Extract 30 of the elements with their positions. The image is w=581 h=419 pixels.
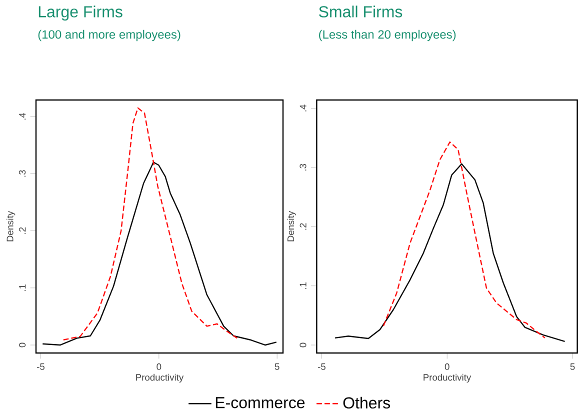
line-series: [42, 162, 277, 346]
line-series: [62, 107, 238, 340]
chart-subtitle: (Less than 20 employees): [319, 30, 456, 42]
x-tick-label: -5: [37, 363, 44, 370]
x-tick-label: 0: [156, 363, 162, 370]
legend-label: E-commerce: [216, 397, 305, 408]
x-tick-label: 5: [570, 363, 575, 370]
x-axis-title: Productivity: [136, 374, 184, 383]
y-tick-label: 0: [300, 342, 306, 348]
y-tick-label: .2: [19, 227, 26, 234]
x-tick-label: 5: [274, 363, 280, 370]
y-tick-label: .1: [300, 282, 306, 289]
legend-label: Others: [343, 396, 390, 409]
y-axis-title: Density: [6, 210, 16, 242]
y-tick-label: .3: [300, 164, 306, 171]
chart-title: Large Firms: [38, 6, 122, 21]
x-axis-title: Productivity: [424, 374, 472, 383]
y-tick-label: .1: [19, 284, 26, 291]
chart-subtitle: (100 and more employees): [38, 30, 180, 42]
y-tick-label: .3: [19, 170, 26, 177]
x-tick-label: 0: [444, 363, 450, 370]
y-tick-label: .2: [300, 223, 306, 230]
chart-title: Small Firms: [319, 6, 402, 18]
y-tick-label: 0: [19, 342, 26, 348]
line-series: [334, 163, 566, 342]
y-axis-title: Density: [287, 210, 296, 242]
line-series: [382, 141, 546, 339]
y-tick-label: .4: [300, 104, 306, 112]
x-tick-label: -5: [318, 363, 326, 370]
y-tick-label: .4: [19, 112, 26, 120]
